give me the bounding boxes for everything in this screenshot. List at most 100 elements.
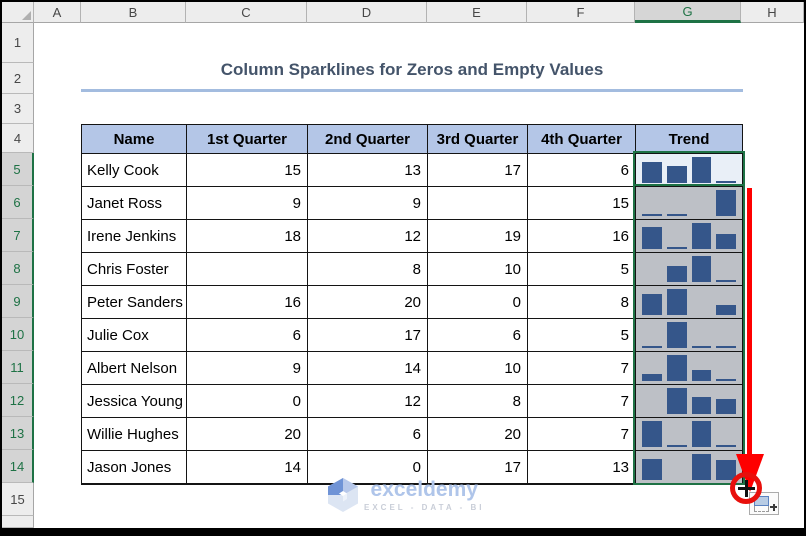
- row-header-13[interactable]: 13: [2, 417, 34, 450]
- row-header-12[interactable]: 12: [2, 384, 34, 417]
- cell-B14[interactable]: Jason Jones: [82, 451, 187, 484]
- cell-B6[interactable]: Janet Ross: [82, 187, 187, 220]
- sparkline-cell-G9[interactable]: [636, 286, 742, 319]
- cell-C5[interactable]: 15: [187, 154, 308, 187]
- cell-B10[interactable]: Julie Cox: [82, 319, 187, 352]
- cell-D14[interactable]: 0: [308, 451, 428, 484]
- row-header-3[interactable]: 3: [2, 94, 34, 124]
- cell-F10[interactable]: 5: [528, 319, 636, 352]
- cell-B9[interactable]: Peter Sanders: [82, 286, 187, 319]
- cell-C13[interactable]: 20: [187, 418, 308, 451]
- cell-F11[interactable]: 7: [528, 352, 636, 385]
- sparkline-cell-G5[interactable]: [636, 154, 742, 187]
- cell-B7[interactable]: Irene Jenkins: [82, 220, 187, 253]
- cell-F8[interactable]: 5: [528, 253, 636, 286]
- cell-F5[interactable]: 6: [528, 154, 636, 187]
- cell-D13[interactable]: 6: [308, 418, 428, 451]
- sparkline-cell-G8[interactable]: [636, 253, 742, 286]
- row-header-clipped[interactable]: [2, 516, 34, 528]
- table-header-name[interactable]: Name: [82, 125, 187, 154]
- fill-handle-cursor-icon[interactable]: [745, 480, 748, 497]
- select-all-button[interactable]: [2, 2, 34, 23]
- row-header-10[interactable]: 10: [2, 318, 34, 351]
- cell-E11[interactable]: 10: [428, 352, 528, 385]
- sparkline-bar: [691, 397, 712, 414]
- sparkline-cell-G10[interactable]: [636, 319, 742, 352]
- column-header-D[interactable]: D: [307, 2, 427, 23]
- cell-E13[interactable]: 20: [428, 418, 528, 451]
- cell-D11[interactable]: 14: [308, 352, 428, 385]
- row-header-2[interactable]: 2: [2, 63, 34, 94]
- title-underline: [81, 89, 743, 92]
- cell-D7[interactable]: 12: [308, 220, 428, 253]
- cell-E5[interactable]: 17: [428, 154, 528, 187]
- sparkline-cell-G11[interactable]: [636, 352, 742, 385]
- cell-F14[interactable]: 13: [528, 451, 636, 484]
- cell-B5[interactable]: Kelly Cook: [82, 154, 187, 187]
- sparkline-slot: [716, 399, 736, 414]
- row-header-9[interactable]: 9: [2, 285, 34, 318]
- table-header-4th-quarter[interactable]: 4th Quarter: [528, 125, 636, 154]
- row-header-5[interactable]: 5: [2, 153, 34, 186]
- row-header-15[interactable]: 15: [2, 483, 34, 516]
- cell-B11[interactable]: Albert Nelson: [82, 352, 187, 385]
- sparkline-bar: [642, 214, 662, 216]
- column-header-G[interactable]: G: [635, 2, 741, 23]
- row-header-4[interactable]: 4: [2, 124, 34, 153]
- row-header-7[interactable]: 7: [2, 219, 34, 252]
- column-header-B[interactable]: B: [81, 2, 186, 23]
- row-header-14[interactable]: 14: [2, 450, 34, 483]
- table-header-3rd-quarter[interactable]: 3rd Quarter: [428, 125, 528, 154]
- table-header-1st-quarter[interactable]: 1st Quarter: [187, 125, 308, 154]
- cell-C9[interactable]: 16: [187, 286, 308, 319]
- cell-B8[interactable]: Chris Foster: [82, 253, 187, 286]
- cell-C6[interactable]: 9: [187, 187, 308, 220]
- sparkline-cell-G7[interactable]: [636, 220, 742, 253]
- cell-E12[interactable]: 8: [428, 385, 528, 418]
- cell-C7[interactable]: 18: [187, 220, 308, 253]
- sparkline-bar: [691, 157, 712, 183]
- table-header-trend[interactable]: Trend: [636, 125, 742, 154]
- cell-D5[interactable]: 13: [308, 154, 428, 187]
- cell-D6[interactable]: 9: [308, 187, 428, 220]
- cell-C11[interactable]: 9: [187, 352, 308, 385]
- cell-C10[interactable]: 6: [187, 319, 308, 352]
- sparkline-cell-G13[interactable]: [636, 418, 742, 451]
- cell-D10[interactable]: 17: [308, 319, 428, 352]
- cell-E9[interactable]: 0: [428, 286, 528, 319]
- cell-E14[interactable]: 17: [428, 451, 528, 484]
- cell-F12[interactable]: 7: [528, 385, 636, 418]
- sparkline-cell-G14[interactable]: [636, 451, 742, 484]
- column-header-E[interactable]: E: [427, 2, 527, 23]
- cell-F6[interactable]: 15: [528, 187, 636, 220]
- sparkline-slot: [642, 294, 662, 315]
- cell-B12[interactable]: Jessica Young: [82, 385, 187, 418]
- cell-F7[interactable]: 16: [528, 220, 636, 253]
- cell-D12[interactable]: 12: [308, 385, 428, 418]
- row-header-8[interactable]: 8: [2, 252, 34, 285]
- cell-B13[interactable]: Willie Hughes: [82, 418, 187, 451]
- cell-C12[interactable]: 0: [187, 385, 308, 418]
- row-header-1[interactable]: 1: [2, 23, 34, 63]
- cell-D8[interactable]: 8: [308, 253, 428, 286]
- row-header-11[interactable]: 11: [2, 351, 34, 384]
- column-header-H[interactable]: H: [741, 2, 804, 23]
- cell-F13[interactable]: 7: [528, 418, 636, 451]
- table-header-2nd-quarter[interactable]: 2nd Quarter: [308, 125, 428, 154]
- cell-F9[interactable]: 8: [528, 286, 636, 319]
- cell-E8[interactable]: 10: [428, 253, 528, 286]
- sparkline-cell-G6[interactable]: [636, 187, 742, 220]
- column-header-A[interactable]: A: [34, 2, 81, 23]
- column-header-C[interactable]: C: [186, 2, 307, 23]
- cell-C14[interactable]: 14: [187, 451, 308, 484]
- cell-D9[interactable]: 20: [308, 286, 428, 319]
- sparkline-slot: [716, 190, 736, 216]
- cell-E7[interactable]: 19: [428, 220, 528, 253]
- sparkline-cell-G12[interactable]: [636, 385, 742, 418]
- cell-E6[interactable]: [428, 187, 528, 220]
- column-header-F[interactable]: F: [527, 2, 635, 23]
- cell-C8[interactable]: [187, 253, 308, 286]
- table-row: Peter Sanders 16 20 0 8: [82, 286, 742, 319]
- cell-E10[interactable]: 6: [428, 319, 528, 352]
- row-header-6[interactable]: 6: [2, 186, 34, 219]
